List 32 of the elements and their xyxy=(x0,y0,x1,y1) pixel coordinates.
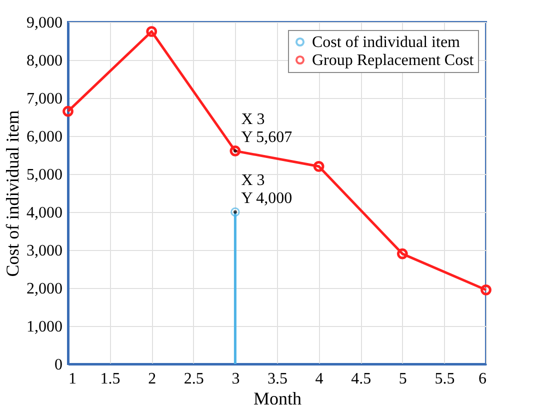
legend-label: Group Replacement Cost xyxy=(312,52,474,69)
point xyxy=(313,160,324,172)
x-tick-label: 5 xyxy=(398,370,407,388)
x-tick-label: 3 xyxy=(232,370,240,388)
x-tick-label: 3.5 xyxy=(268,370,288,388)
annotation: X 3 Y 4,000 xyxy=(241,172,292,207)
x-tick-label: 6 xyxy=(478,370,486,388)
legend-label: Cost of individual item xyxy=(312,34,461,51)
y-tick-label: 6,000 xyxy=(26,128,62,146)
x-tick-label: 1.5 xyxy=(100,370,120,388)
y-tick-label: 7,000 xyxy=(26,90,62,108)
annotation: X 3 Y 5,607 xyxy=(241,110,292,146)
y-tick-label: 4,000 xyxy=(26,204,62,222)
x-tick-label: 5.5 xyxy=(434,370,455,388)
x-tick-label: 4.5 xyxy=(351,370,372,388)
y-axis-title: Cost of individual item xyxy=(2,110,22,277)
y-tick-label: 0 xyxy=(54,356,62,374)
point xyxy=(146,26,158,37)
x-tick-label: 4 xyxy=(315,370,324,388)
y-tick-label: 3,000 xyxy=(26,242,62,260)
x-tick-label: 2 xyxy=(148,370,156,388)
y-tick-label: 1,000 xyxy=(26,318,62,336)
point xyxy=(230,207,240,217)
x-tick-label: 1 xyxy=(68,370,76,388)
y-tick-label: 8,000 xyxy=(26,52,62,70)
y-tick-label: 5,000 xyxy=(26,166,62,184)
point xyxy=(396,248,408,260)
y-tick-label: 9,000 xyxy=(26,14,62,32)
x-axis-title: Month xyxy=(253,388,302,408)
x-tick-label: 2.5 xyxy=(184,370,204,388)
point xyxy=(230,146,241,156)
y-tick-label: 2,000 xyxy=(26,280,62,298)
